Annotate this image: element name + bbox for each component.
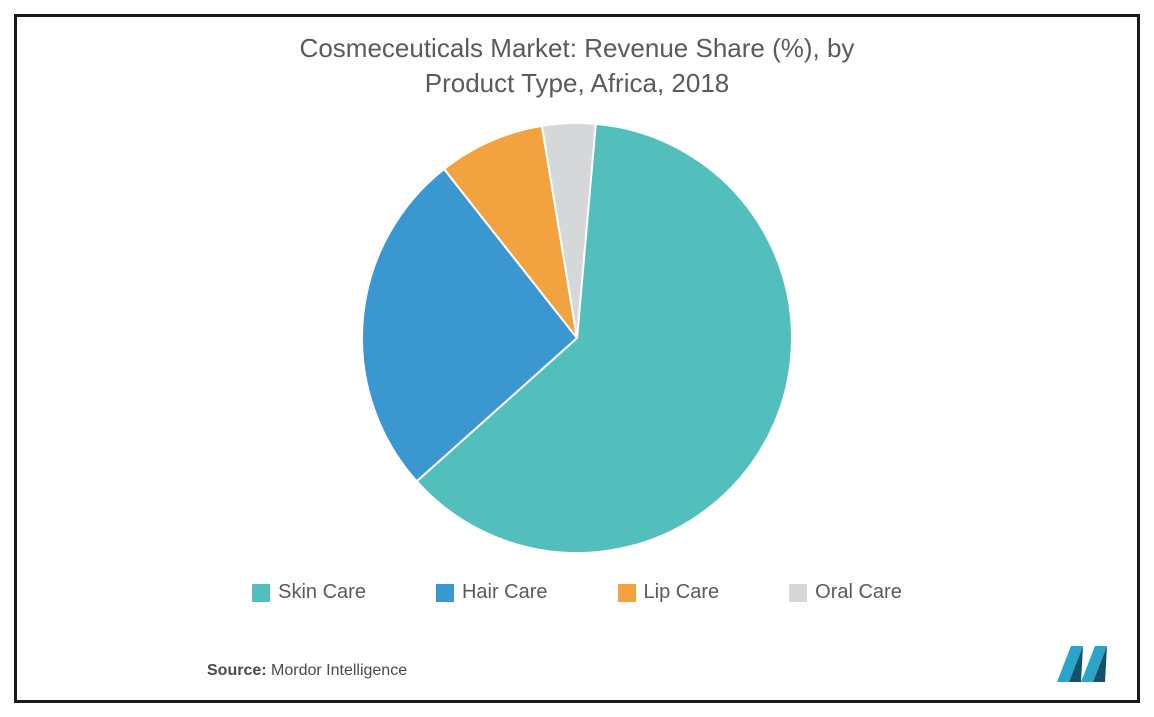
legend: Skin Care Hair Care Lip Care Oral Care xyxy=(252,581,902,604)
source-attribution: Source: Mordor Intelligence xyxy=(207,662,407,680)
legend-item-oral-care: Oral Care xyxy=(789,581,902,604)
pie-svg xyxy=(362,123,792,553)
source-label: Source: xyxy=(207,662,267,679)
chart-title-line2: Product Type, Africa, 2018 xyxy=(425,68,729,98)
legend-swatch xyxy=(252,584,270,602)
legend-label: Oral Care xyxy=(815,581,902,604)
legend-item-lip-care: Lip Care xyxy=(618,581,720,604)
legend-label: Skin Care xyxy=(278,581,366,604)
chart-title-line1: Cosmeceuticals Market: Revenue Share (%)… xyxy=(300,33,855,63)
legend-swatch xyxy=(436,584,454,602)
pie-chart xyxy=(362,123,792,553)
chart-title: Cosmeceuticals Market: Revenue Share (%)… xyxy=(300,31,855,101)
legend-label: Lip Care xyxy=(644,581,720,604)
chart-content: Cosmeceuticals Market: Revenue Share (%)… xyxy=(17,17,1137,700)
legend-item-skin-care: Skin Care xyxy=(252,581,366,604)
brand-logo xyxy=(1053,642,1109,682)
logo-svg xyxy=(1053,642,1109,682)
legend-swatch xyxy=(789,584,807,602)
source-value: Mordor Intelligence xyxy=(271,662,407,679)
legend-label: Hair Care xyxy=(462,581,548,604)
legend-swatch xyxy=(618,584,636,602)
legend-item-hair-care: Hair Care xyxy=(436,581,548,604)
chart-frame: Cosmeceuticals Market: Revenue Share (%)… xyxy=(0,0,1154,717)
